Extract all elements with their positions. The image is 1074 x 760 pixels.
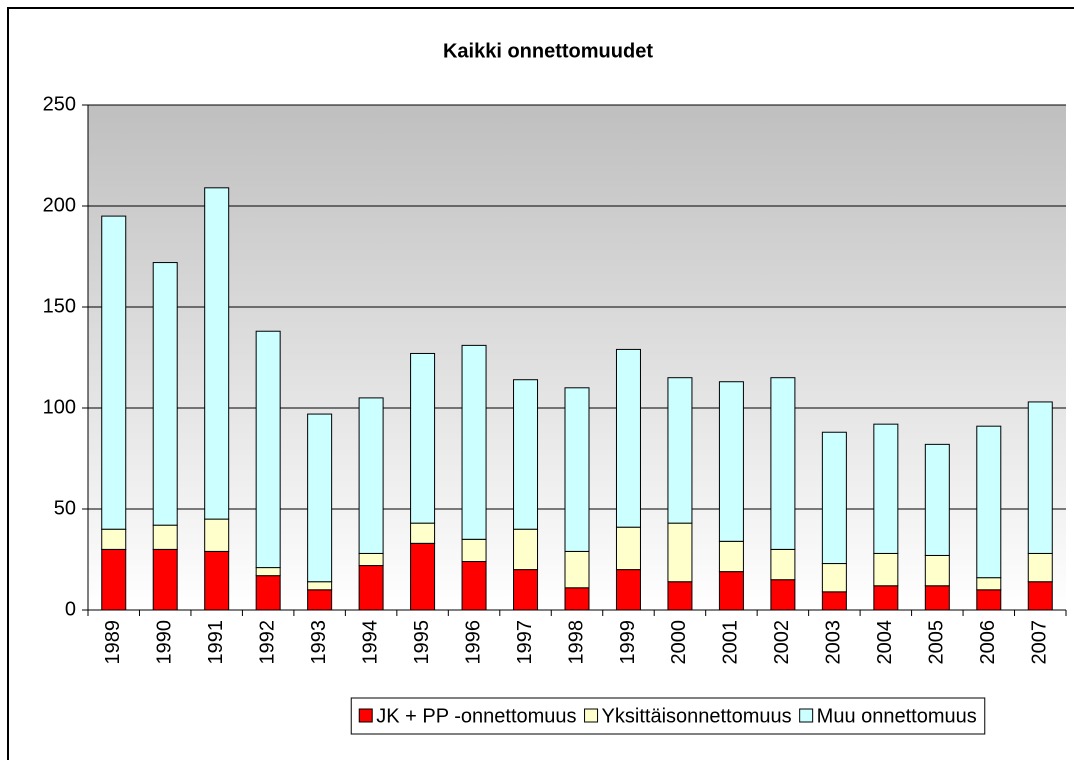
x-tick-label: 2002 [771, 620, 793, 665]
bar-segment [358, 552, 384, 567]
bar-segment [307, 581, 333, 591]
bar-segment [101, 548, 127, 611]
x-tick-label: 2005 [926, 620, 948, 665]
bar-segment [976, 577, 1002, 591]
bar-segment [718, 571, 744, 611]
legend-label: Yksittäisonnettomuus [602, 705, 792, 727]
bar-segment [770, 377, 796, 550]
bar-segment [564, 387, 590, 552]
bar-segment [976, 425, 1002, 579]
bar-segment [204, 518, 230, 552]
bar-segment [924, 443, 950, 556]
x-tick-label: 2006 [977, 620, 999, 665]
x-tick-label: 1990 [153, 620, 175, 665]
bar-segment [358, 397, 384, 554]
bar-segment [255, 567, 281, 577]
bar-segment [255, 330, 281, 569]
y-tick-label: 0 [65, 598, 76, 620]
bar-segment [513, 528, 539, 571]
bar-segment [821, 591, 847, 611]
bar-segment [976, 589, 1002, 611]
bar-segment [513, 379, 539, 530]
x-tick-label: 1998 [565, 620, 587, 665]
bar-segment [101, 215, 127, 530]
bar-segment [410, 352, 436, 524]
bar-segment [461, 344, 487, 540]
bar-segment [152, 262, 178, 526]
bar-segment [615, 526, 641, 571]
x-tick-label: 1997 [514, 620, 536, 665]
bar-segment [307, 413, 333, 583]
bar-segment [873, 552, 899, 587]
x-tick-label: 2001 [720, 620, 742, 665]
bar-segment [152, 524, 178, 550]
bar-segment [615, 348, 641, 528]
x-tick-label: 1996 [462, 620, 484, 665]
bar-segment [1027, 401, 1053, 554]
x-tick-label: 2003 [823, 620, 845, 665]
bar-segment [1027, 581, 1053, 611]
legend [350, 697, 986, 735]
x-tick-label: 1993 [308, 620, 330, 665]
x-tick-label: 1995 [411, 620, 433, 665]
y-tick-label: 250 [43, 93, 76, 115]
bar-segment [873, 585, 899, 611]
bar-segment [667, 377, 693, 524]
bar-segment [461, 561, 487, 611]
x-tick-label: 1999 [617, 620, 639, 665]
y-tick-label: 100 [43, 396, 76, 418]
bar-segment [770, 548, 796, 581]
bar-segment [770, 579, 796, 611]
bar-segment [307, 589, 333, 611]
bar-segment [667, 522, 693, 583]
y-tick-label: 200 [43, 194, 76, 216]
bar-segment [204, 550, 230, 611]
bar-segment [204, 187, 230, 520]
bar-segment [358, 565, 384, 611]
bar-segment [924, 585, 950, 611]
legend-swatch [584, 708, 599, 723]
bar-segment [718, 381, 744, 542]
bar-segment [410, 522, 436, 544]
x-tick-label: 2007 [1029, 620, 1051, 665]
legend-swatch [799, 708, 814, 723]
bar-segment [873, 423, 899, 554]
bar-segment [410, 542, 436, 611]
bar-segment [821, 431, 847, 565]
bar-segment [564, 550, 590, 589]
legend-label: JK + PP -onnettomuus [376, 705, 576, 727]
bar-segment [101, 528, 127, 550]
x-tick-label: 1991 [205, 620, 227, 665]
chart-title: Kaikki onnettomuudet [443, 40, 653, 62]
y-tick-label: 50 [54, 497, 76, 519]
bar-segment [255, 575, 281, 611]
bar-segment [667, 581, 693, 611]
legend-label: Muu onnettomuus [817, 705, 977, 727]
x-tick-label: 2004 [874, 620, 896, 665]
legend-swatch [358, 708, 373, 723]
bar-segment [513, 569, 539, 611]
bar-segment [718, 540, 744, 573]
bar-segment [564, 587, 590, 611]
bar-segment [615, 569, 641, 611]
bar-segment [1027, 552, 1053, 583]
x-tick-label: 1992 [256, 620, 278, 665]
bar-segment [924, 554, 950, 587]
x-tick-label: 2000 [668, 620, 690, 665]
x-tick-label: 1994 [359, 620, 381, 665]
bar-segment [461, 538, 487, 563]
bar-segment [152, 548, 178, 611]
x-tick-label: 1989 [102, 620, 124, 665]
y-tick-label: 150 [43, 295, 76, 317]
bar-segment [821, 563, 847, 593]
